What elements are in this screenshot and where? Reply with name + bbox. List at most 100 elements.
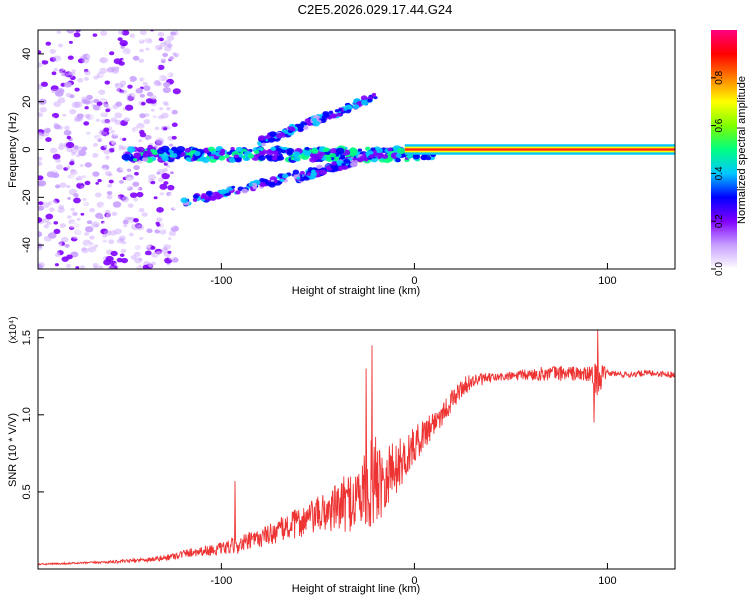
spectrogram-blob: [116, 131, 121, 135]
spectrogram-blob: [97, 138, 102, 143]
spectrogram-blob: [57, 145, 65, 151]
spectrogram-blob: [39, 30, 48, 35]
spectrogram-blob: [157, 82, 163, 87]
spectrogram-blob: [121, 58, 127, 62]
spectrogram-blob: [71, 101, 80, 108]
spectrogram-blob: [104, 170, 112, 176]
spectrogram-blob: [154, 189, 161, 194]
spectrogram-blob: [141, 185, 148, 191]
spectrogram-blob: [127, 84, 133, 89]
spectrogram-blob: [153, 113, 159, 118]
spectrogram-blob: [149, 119, 158, 126]
spectrogram-blob: [81, 259, 88, 264]
spectrogram-blob: [103, 103, 109, 108]
spectrogram-blob: [124, 261, 133, 268]
spectrogram-blob: [74, 65, 82, 71]
spectrogram-blob: [171, 109, 178, 115]
spectrogram-blob: [104, 80, 111, 85]
spectrogram-blob: [164, 239, 174, 246]
spectrogram-blob: [248, 183, 253, 187]
spectrogram-blob: [126, 77, 131, 82]
spectrogram-blob: [160, 112, 169, 119]
spectrogram-blob: [356, 157, 364, 163]
spectrogram-blob: [123, 117, 130, 122]
spectrogram-blob: [137, 62, 143, 67]
spectrogram-blob: [68, 40, 73, 44]
spectrogram-blob: [159, 75, 168, 82]
spectrogram-blob: [52, 153, 61, 160]
spectrogram-blob: [142, 152, 149, 158]
spectrogram-blob: [171, 135, 177, 140]
spectrogram-blob: [138, 257, 143, 262]
spectrogram-blob: [142, 109, 149, 115]
spectrogram-blob: [63, 73, 70, 78]
spectrogram-blob: [134, 244, 141, 250]
spectrogram-blob: [47, 92, 52, 96]
spectrogram-blob: [148, 128, 156, 134]
spectrogram-blob: [136, 122, 145, 130]
spectrogram-blob: [350, 161, 358, 168]
spectrogram-blob: [201, 198, 205, 202]
spectrogram-blob: [129, 53, 134, 57]
spectrogram-blob: [327, 157, 332, 161]
spectrogram-blob: [98, 89, 106, 95]
spectrogram-blob: [279, 178, 285, 183]
spectrogram-blob: [115, 83, 123, 90]
spectrogram-blob: [310, 171, 317, 177]
spectrogram-blob: [231, 185, 236, 189]
spectrogram-blob: [125, 174, 134, 181]
spectrogram-blob: [61, 236, 69, 243]
spectrogram-blob: [54, 107, 60, 111]
spectrogram-blob: [139, 77, 145, 82]
spectrogram-blob: [136, 191, 144, 198]
spectrogram-blob: [147, 263, 153, 268]
spectrogram-blob: [119, 237, 125, 242]
spectrogram-blob: [94, 224, 99, 228]
spectrogram-blob: [69, 225, 75, 230]
spectrogram-blob: [170, 31, 176, 36]
spectrogram-blob: [168, 170, 175, 175]
spectrogram-blob: [271, 156, 278, 161]
spectrogram-blob: [163, 46, 168, 50]
spectrogram-blob: [120, 196, 130, 203]
spectrogram-blob: [111, 211, 118, 217]
spectrogram-blob: [145, 47, 150, 51]
spectrogram-blob: [118, 144, 124, 149]
spectrogram-blob: [296, 176, 301, 180]
spectrogram-blob: [219, 189, 227, 195]
spectrogram-blob: [95, 60, 100, 64]
spectrogram-blob: [108, 157, 114, 162]
spectrogram-blob: [143, 85, 151, 91]
spectrogram-blob: [142, 264, 149, 269]
spectrogram-blob: [55, 108, 60, 112]
spectrogram-blob: [119, 39, 128, 47]
spectrogram-blob: [144, 134, 152, 141]
spectrogram-y-tick-label: -40: [21, 237, 33, 253]
spectrogram-blob: [96, 93, 101, 97]
spectrogram-blob: [117, 37, 123, 42]
spectrogram-blob: [70, 265, 76, 269]
spectrogram-blob: [148, 174, 157, 181]
spectrogram-blob: [122, 196, 128, 201]
spectrogram-blob: [38, 62, 43, 68]
spectrogram-blob: [116, 91, 125, 98]
spectrogram-blob: [316, 164, 323, 169]
spectrogram-blob: [207, 191, 211, 195]
spectrogram-blob: [155, 221, 160, 226]
spectrogram-blob: [130, 90, 138, 97]
spectrogram-blob: [122, 111, 129, 116]
spectrogram-blob: [161, 156, 169, 162]
spectrogram-blob: [64, 71, 73, 78]
spectrogram-blob: [130, 223, 140, 231]
spectrogram-blob: [67, 174, 73, 179]
spectrogram-blob: [58, 204, 65, 210]
spectrogram-blob: [57, 59, 62, 63]
spectrogram-blob: [81, 200, 88, 206]
spectrogram-blob: [169, 143, 174, 147]
spectrogram-blob: [162, 246, 168, 251]
spectrogram-blob: [309, 157, 317, 163]
spectrogram-blob: [135, 243, 145, 251]
spectrogram-blob: [53, 228, 61, 234]
spectrogram-blob: [78, 71, 85, 77]
spectrogram-blob: [106, 67, 114, 73]
